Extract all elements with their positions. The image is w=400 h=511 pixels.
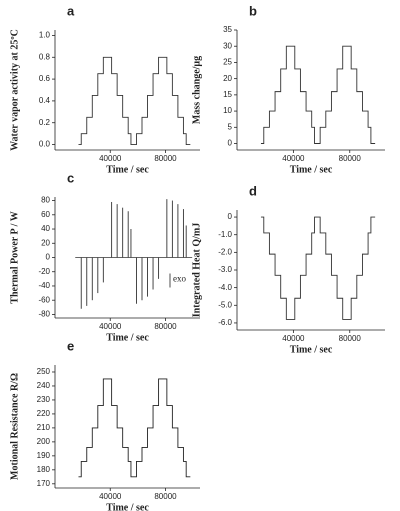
- x-tick-label: 40000: [99, 322, 122, 331]
- y-tick-label: 210: [37, 423, 51, 432]
- y-tick-label: -60: [38, 295, 50, 304]
- panel-label: d: [249, 183, 257, 198]
- x-tick-label: 80000: [154, 322, 177, 331]
- y-axis-label: Integrated Heat Q/mJ: [191, 223, 202, 317]
- y-tick-label: -20: [38, 267, 50, 276]
- x-axis-label: Time / sec: [290, 344, 333, 355]
- y-axis-label: Mass change/μg: [191, 56, 202, 124]
- panel-label: a: [67, 3, 75, 18]
- step-line: [260, 45, 376, 144]
- y-axis-label: Water vapor activity at 25ºC: [9, 29, 20, 151]
- y-tick-label: 25: [223, 58, 232, 67]
- y-tick-label: 180: [37, 465, 51, 474]
- y-tick-label: 0.0: [39, 140, 51, 149]
- x-tick-label: 40000: [282, 334, 305, 343]
- x-tick-label: 80000: [154, 154, 177, 163]
- panel-label: e: [67, 338, 74, 353]
- y-axis-label: Motional Resistance R/Ω: [9, 373, 20, 480]
- y-tick-label: 15: [223, 90, 232, 99]
- y-tick-label: -2.0: [218, 247, 232, 256]
- y-tick-label: 190: [37, 451, 51, 460]
- x-axis-label: Time / sec: [106, 502, 149, 511]
- y-tick-label: 5: [228, 122, 233, 131]
- y-tick-label: -5.0: [218, 300, 232, 309]
- panel-label: b: [249, 3, 257, 18]
- panel-label: c: [67, 170, 74, 185]
- y-tick-label: -6.0: [218, 318, 232, 327]
- x-tick-label: 40000: [99, 154, 122, 163]
- y-tick-label: 20: [223, 74, 232, 83]
- y-tick-label: -40: [38, 281, 50, 290]
- y-tick-label: 40: [41, 224, 50, 233]
- y-tick-label: -3.0: [218, 265, 232, 274]
- step-line: [78, 56, 191, 145]
- y-tick-label: 0.2: [39, 118, 51, 127]
- x-tick-label: 80000: [339, 334, 362, 343]
- x-axis-label: Time / sec: [106, 164, 149, 175]
- y-tick-label: 170: [37, 479, 51, 488]
- y-tick-label: 30: [223, 41, 232, 50]
- y-tick-label: 0: [46, 253, 51, 262]
- y-tick-label: 200: [37, 437, 51, 446]
- y-tick-label: 10: [223, 106, 232, 115]
- y-tick-label: 0: [228, 139, 233, 148]
- x-tick-label: 80000: [154, 492, 177, 501]
- step-line: [260, 216, 376, 320]
- y-tick-label: 0.6: [39, 74, 51, 83]
- y-tick-label: 35: [223, 25, 232, 34]
- y-tick-label: -1.0: [218, 230, 232, 239]
- x-tick-label: 40000: [282, 154, 305, 163]
- y-tick-label: 0.8: [39, 52, 51, 61]
- x-tick-label: 40000: [99, 492, 122, 501]
- x-axis-label: Time / sec: [290, 164, 333, 175]
- y-axis-label: Thermal Power P / W: [9, 211, 20, 303]
- y-tick-label: 20: [41, 238, 50, 247]
- annotation: exo: [173, 274, 186, 284]
- panel: 170 180 190 200 210 220 230 240 250 40000 80000 e Ti…: [9, 338, 200, 511]
- y-tick-label: 240: [37, 381, 51, 390]
- y-tick-label: 250: [37, 367, 51, 376]
- panel: 0 5 10 15 20 25 30 35 40000 80000 b Time / sec Mass …: [191, 3, 385, 175]
- y-tick-label: 0.4: [39, 96, 51, 105]
- y-tick-label: 80: [41, 196, 50, 205]
- y-tick-label: -80: [38, 310, 50, 319]
- y-tick-label: 230: [37, 395, 51, 404]
- step-line: [78, 378, 191, 478]
- x-tick-label: 80000: [339, 154, 362, 163]
- y-tick-label: 60: [41, 210, 50, 219]
- panel: 0 -1.0 -2.0 -3.0 -4.0 -5.0 -6.0 40000 80000 d Time…: [191, 183, 385, 355]
- y-tick-label: 220: [37, 409, 51, 418]
- panel: -80 -60 -40 -20 0 20 40 60 80 40000 80000 c Time / s…: [9, 170, 200, 343]
- x-axis-label: Time / sec: [106, 332, 149, 343]
- panel: 0.0 0.2 0.4 0.6 0.8 1.0 40000 80000 a Time / sec W…: [9, 3, 200, 175]
- y-tick-label: -4.0: [218, 283, 232, 292]
- y-tick-label: 0: [228, 212, 233, 221]
- y-tick-label: 1.0: [39, 31, 51, 40]
